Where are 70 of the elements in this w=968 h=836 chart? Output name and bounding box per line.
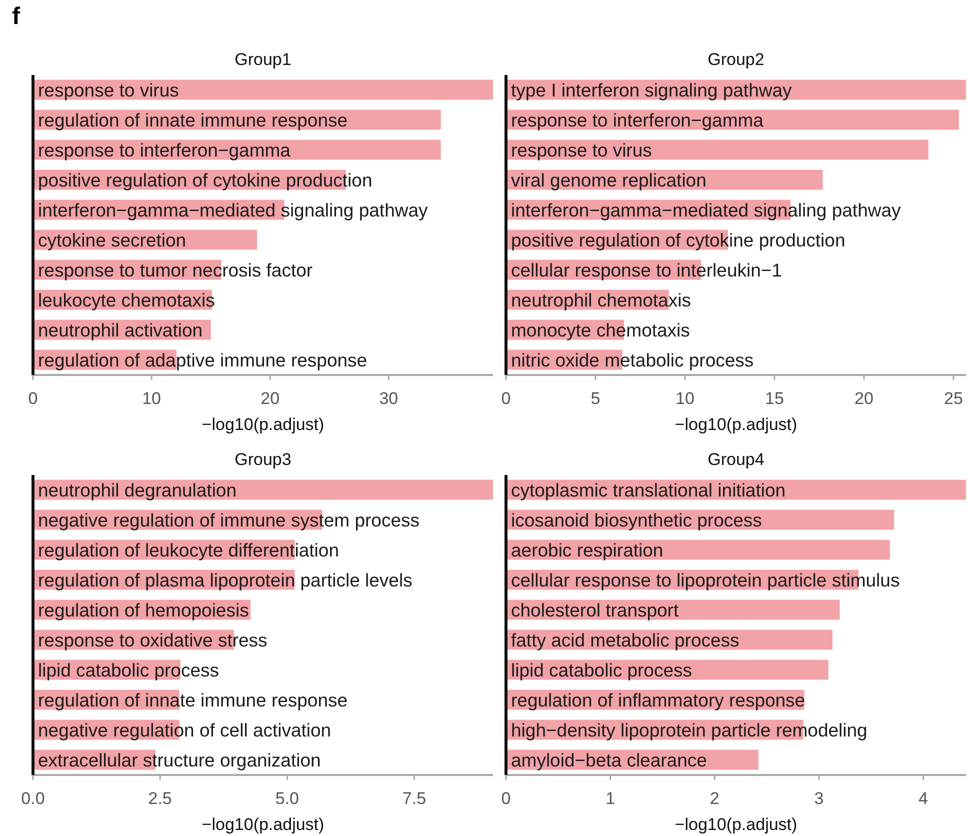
x-axis-title: −log10(p.adjust) — [200, 414, 326, 436]
y-tick-label: interferon−gamma−mediated signaling pathway — [38, 200, 429, 221]
x-tick-label: 5 — [590, 389, 600, 408]
y-tick-label: lipid catabolic process — [38, 660, 219, 681]
y-tick-label: cellular response to lipoprotein particle stimulus — [511, 570, 900, 591]
chart-title: Group1 — [234, 49, 292, 71]
x-tick-label: 2.5 — [148, 789, 172, 808]
y-tick-label: regulation of hemopoiesis — [38, 600, 249, 621]
y-tick-label: neutrophil chemotaxis — [511, 290, 691, 311]
y-tick-label: response to virus — [511, 140, 652, 161]
x-tick-label: 0 — [501, 789, 511, 808]
y-tick-label: nitric oxide metabolic process — [511, 350, 754, 371]
y-tick-label: regulation of innate immune response — [38, 110, 348, 131]
y-tick-label: fatty acid metabolic process — [511, 630, 740, 651]
x-tick-label: 0 — [501, 389, 511, 408]
x-tick-label: 0 — [28, 389, 38, 408]
y-tick-label: high−density lipoprotein particle remodeling — [511, 720, 868, 741]
y-tick-label: response to virus — [38, 80, 179, 101]
y-tick-label: regulation of adaptive immune response — [38, 350, 368, 371]
y-tick-label: negative regulation of immune system process — [38, 510, 420, 531]
x-tick-label: 10 — [676, 389, 694, 408]
y-tick-label: response to tumor necrosis factor — [38, 260, 313, 281]
y-tick-label: positive regulation of cytokine production — [511, 230, 846, 251]
x-tick-label: 10 — [142, 389, 162, 408]
chart-title: Group3 — [234, 449, 292, 471]
y-tick-label: cytokine secretion — [38, 230, 186, 251]
x-tick-label: 15 — [765, 389, 784, 408]
x-tick-label: 25 — [944, 389, 963, 408]
y-tick-label: icosanoid biosynthetic process — [511, 510, 762, 531]
x-tick-label: 2 — [710, 789, 720, 808]
y-tick-label: response to interferon−gamma — [38, 140, 292, 161]
y-tick-label: leukocyte chemotaxis — [38, 290, 215, 311]
x-tick-label: 3 — [814, 789, 824, 808]
bar — [506, 140, 928, 160]
x-tick-label: 4 — [918, 789, 928, 808]
y-tick-label: positive regulation of cytokine production — [38, 170, 372, 191]
x-tick-label: 7.5 — [402, 789, 426, 808]
y-tick-label: aerobic respiration — [511, 540, 664, 561]
x-tick-label: 20 — [854, 389, 874, 408]
y-tick-label: cellular response to interleukin−1 — [511, 260, 782, 281]
x-axis-title: −log10(p.adjust) — [674, 814, 798, 836]
x-tick-label: 5.0 — [275, 789, 299, 808]
y-tick-label: regulation of inflammatory response — [511, 690, 806, 711]
chart-title: Group4 — [706, 449, 766, 471]
y-tick-label: response to interferon−gamma — [511, 110, 764, 131]
x-tick-label: 0.0 — [21, 789, 45, 808]
y-tick-label: negative regulation of cell activation — [38, 720, 332, 741]
y-tick-label: amyloid−beta clearance — [511, 750, 707, 771]
y-tick-label: neutrophil degranulation — [38, 480, 237, 501]
y-tick-label: viral genome replication — [511, 170, 706, 191]
y-tick-label: regulation of leukocyte differentiation — [38, 540, 339, 561]
x-tick-label: 20 — [260, 389, 280, 408]
y-tick-label: extracellular structure organization — [38, 750, 321, 771]
y-tick-label: type I interferon signaling pathway — [511, 80, 792, 101]
y-tick-label: response to oxidative stress — [38, 630, 268, 651]
x-tick-label: 30 — [379, 389, 398, 408]
y-tick-label: neutrophil activation — [38, 320, 203, 341]
chart-title: Group2 — [706, 49, 766, 71]
x-axis-title: −log10(p.adjust) — [200, 814, 326, 836]
x-tick-label: 1 — [606, 789, 616, 808]
bar — [33, 80, 493, 100]
y-tick-label: interferon−gamma−mediated signaling pathway — [511, 200, 902, 221]
text: f — [12, 3, 20, 30]
x-axis-title: −log10(p.adjust) — [674, 414, 798, 436]
y-tick-label: regulation of innate immune response — [38, 690, 348, 711]
y-tick-label: lipid catabolic process — [511, 660, 692, 681]
y-tick-label: cytoplasmic translational initiation — [511, 480, 786, 501]
y-tick-label: cholesterol transport — [511, 600, 679, 621]
y-tick-label: regulation of plasma lipoprotein particle levels — [38, 570, 412, 591]
y-tick-label: monocyte chemotaxis — [511, 320, 690, 341]
